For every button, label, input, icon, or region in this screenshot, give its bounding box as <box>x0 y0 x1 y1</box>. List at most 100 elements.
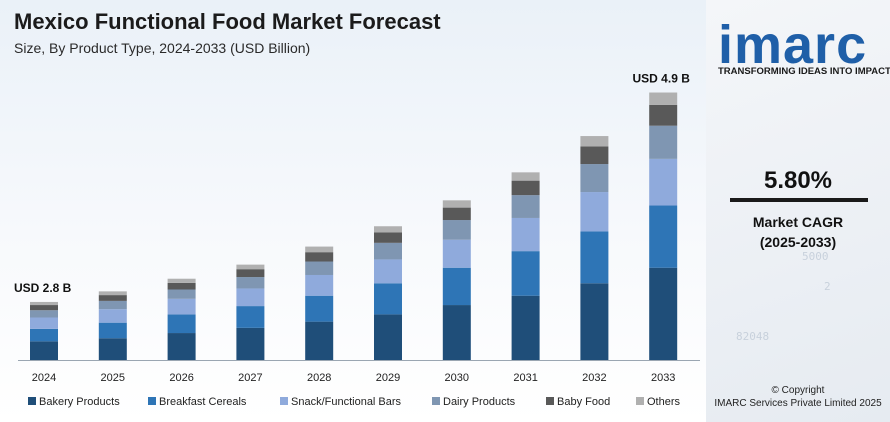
bar-2024-breakfast-cereals <box>30 328 58 342</box>
x-tick-label: 2025 <box>101 372 125 384</box>
bar-2027-dairy-products <box>236 277 265 289</box>
bar-2024-snack-functional-bars <box>30 317 58 329</box>
bar-stack-2029 <box>374 226 402 360</box>
bar-stack-2027 <box>236 264 265 360</box>
brand-tagline: TRANSFORMING IDEAS INTO IMPACT <box>718 66 890 77</box>
bar-2029-bakery-products <box>374 314 402 360</box>
bar-stack-2025 <box>98 291 127 360</box>
x-tick-label: 2030 <box>445 372 469 384</box>
bar-stack-2024 <box>30 301 58 360</box>
bar-2025-dairy-products <box>98 300 127 310</box>
total-label-2024: USD 2.8 B <box>14 281 72 295</box>
bar-2031-others <box>511 172 540 181</box>
bar-2029-dairy-products <box>374 242 402 260</box>
bar-stack-2031 <box>511 172 540 360</box>
x-tick-label: 2032 <box>582 372 606 384</box>
total-label-2033: USD 4.9 B <box>633 72 691 86</box>
bar-2033-baby-food <box>649 104 678 126</box>
x-tick-label: 2024 <box>32 372 56 384</box>
bar-2026-dairy-products <box>167 289 196 299</box>
x-tick-label: 2031 <box>513 372 537 384</box>
bar-2026-bakery-products <box>167 333 196 360</box>
bar-2026-breakfast-cereals <box>167 314 196 334</box>
bar-2029-snack-functional-bars <box>374 259 402 284</box>
chart-panel: Mexico Functional Food Market Forecast S… <box>0 0 706 422</box>
legend-swatch <box>148 397 156 405</box>
decorative-number: 5000 <box>802 250 829 263</box>
bar-2033-others <box>649 92 678 105</box>
x-tick-label: 2033 <box>651 372 675 384</box>
cagr-label: Market CAGR (2025-2033) <box>706 212 890 252</box>
bar-2032-snack-functional-bars <box>580 192 609 232</box>
bar-2027-snack-functional-bars <box>236 288 265 307</box>
legend-label: Bakery Products <box>39 396 120 408</box>
bar-2026-others <box>167 278 196 283</box>
cagr-label-line1: Market CAGR <box>752 214 844 230</box>
bar-2025-bakery-products <box>98 338 127 360</box>
bar-2028-others <box>305 246 334 253</box>
legend-label: Breakfast Cereals <box>159 396 247 408</box>
legend-label: Snack/Functional Bars <box>291 396 402 408</box>
brand-sidebar: 5000 2 82048 imarc TRANSFORMING IDEAS IN… <box>706 0 890 422</box>
bar-2027-others <box>236 264 265 270</box>
bar-2031-baby-food <box>511 180 540 196</box>
bar-2025-snack-functional-bars <box>98 309 127 323</box>
bar-stack-2030 <box>442 200 471 360</box>
bar-stack-2033 <box>649 92 678 360</box>
cagr-divider <box>730 198 868 202</box>
bar-2032-bakery-products <box>580 283 609 360</box>
legend-label: Baby Food <box>557 396 610 408</box>
bar-2031-bakery-products <box>511 295 540 360</box>
bar-2032-breakfast-cereals <box>580 231 609 284</box>
chart-subtitle: Size, By Product Type, 2024-2033 (USD Bi… <box>14 40 311 56</box>
legend-swatch <box>280 397 288 405</box>
x-tick-label: 2028 <box>307 372 331 384</box>
bar-2025-breakfast-cereals <box>98 322 127 339</box>
bar-2031-breakfast-cereals <box>511 251 540 296</box>
bar-2028-snack-functional-bars <box>305 274 334 296</box>
bar-2031-dairy-products <box>511 195 540 218</box>
chart-title: Mexico Functional Food Market Forecast <box>14 9 441 34</box>
bar-2030-breakfast-cereals <box>442 267 471 306</box>
bar-2024-dairy-products <box>30 310 58 318</box>
bar-2028-bakery-products <box>305 321 334 360</box>
bar-2025-baby-food <box>98 295 127 301</box>
legend-label: Dairy Products <box>443 396 516 408</box>
bar-2027-baby-food <box>236 269 265 278</box>
bar-2033-snack-functional-bars <box>649 158 678 206</box>
decorative-number: 82048 <box>736 330 770 343</box>
legend-swatch <box>28 397 36 405</box>
bar-2033-bakery-products <box>649 267 678 360</box>
bar-2029-breakfast-cereals <box>374 283 402 315</box>
copyright-line1: © Copyright <box>771 385 825 396</box>
bar-2031-snack-functional-bars <box>511 217 540 252</box>
bar-2030-baby-food <box>442 207 471 221</box>
x-tick-label: 2027 <box>238 372 262 384</box>
bar-2030-others <box>442 200 471 208</box>
bar-2030-bakery-products <box>442 305 471 360</box>
cagr-label-line2: (2025-2033) <box>759 234 837 250</box>
bar-2032-baby-food <box>580 146 609 165</box>
cagr-value: 5.80% <box>763 167 833 194</box>
decorative-number: 2 <box>824 280 831 293</box>
copyright: © Copyright IMARC Services Private Limit… <box>706 384 890 410</box>
x-tick-label: 2026 <box>169 372 193 384</box>
legend-label: Others <box>647 396 681 408</box>
bar-2026-baby-food <box>167 282 196 290</box>
bar-2027-breakfast-cereals <box>236 306 265 328</box>
bar-stack-2026 <box>167 278 196 360</box>
bar-2030-snack-functional-bars <box>442 239 471 268</box>
legend-swatch <box>432 397 440 405</box>
bar-2027-bakery-products <box>236 327 265 360</box>
legend-swatch <box>636 397 644 405</box>
bar-2028-dairy-products <box>305 261 334 275</box>
imarc-logo: imarc <box>718 15 868 75</box>
stacked-bar-chart: 2024 USD 2.8 B 2025 2026 2027 2028 2029 2030 203… <box>14 72 700 408</box>
bar-stack-2032 <box>580 136 609 360</box>
bar-2028-breakfast-cereals <box>305 295 334 322</box>
bar-2030-dairy-products <box>442 220 471 240</box>
bar-2033-breakfast-cereals <box>649 205 678 268</box>
bar-2026-snack-functional-bars <box>167 298 196 315</box>
bar-2024-others <box>30 301 58 306</box>
